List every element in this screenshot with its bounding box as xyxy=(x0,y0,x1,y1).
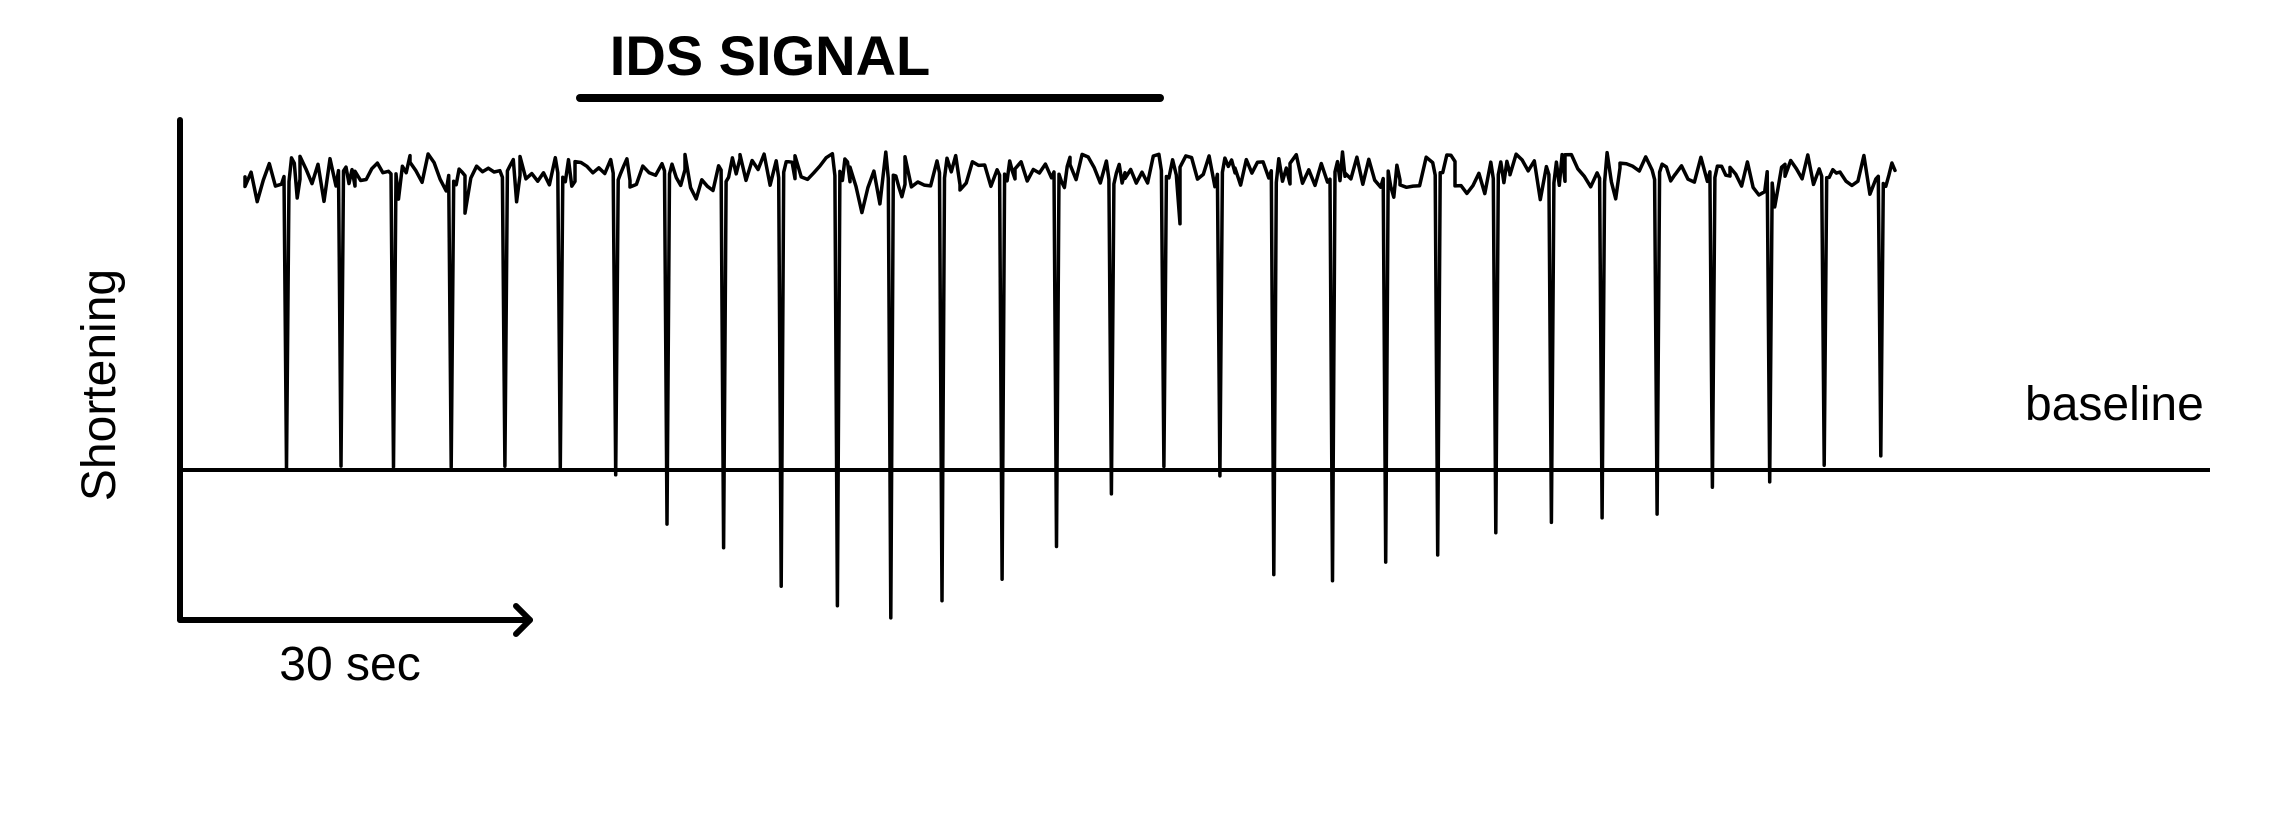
y-axis-label: Shortening xyxy=(73,269,126,501)
trace-chart: IDS SIGNAL Shortening 30 sec baseline xyxy=(20,20,2271,794)
chart-container: IDS SIGNAL Shortening 30 sec baseline xyxy=(20,20,2271,794)
x-scale-label: 30 sec xyxy=(279,638,420,691)
baseline-label: baseline xyxy=(2025,378,2204,431)
chart-title: IDS SIGNAL xyxy=(610,24,930,87)
